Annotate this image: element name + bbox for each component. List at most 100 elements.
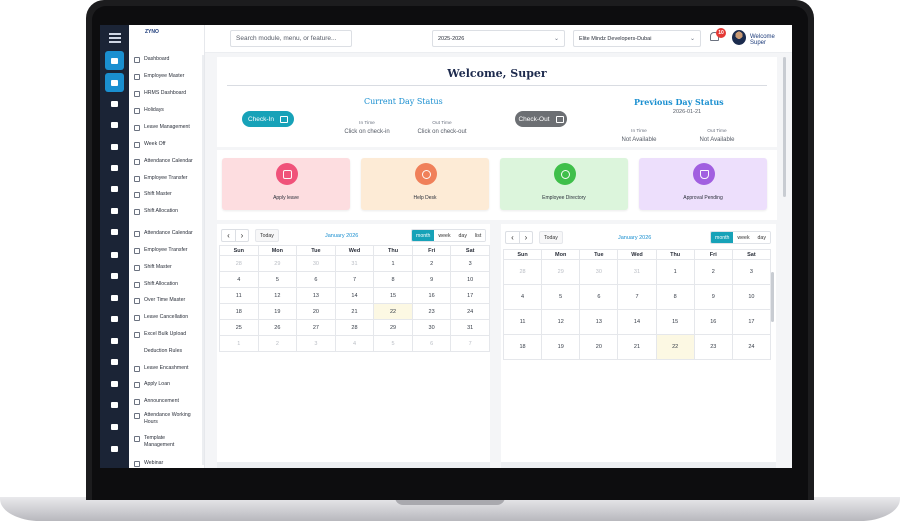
- day-cell[interactable]: 13: [579, 309, 619, 335]
- day-cell[interactable]: 4: [219, 271, 259, 288]
- day-cell[interactable]: 24: [450, 303, 490, 320]
- day-cell[interactable]: 10: [731, 284, 772, 310]
- chevron-right-icon[interactable]: ›: [519, 232, 532, 243]
- day-cell[interactable]: 24: [731, 334, 772, 360]
- chevron-right-icon[interactable]: ›: [235, 230, 248, 241]
- menu-item-attendance-calendar-2[interactable]: Attendance Calendar: [134, 230, 204, 237]
- day-cell[interactable]: 2: [257, 335, 298, 352]
- day-cell[interactable]: 18: [219, 303, 259, 320]
- menu-item-webinar[interactable]: Webinar: [134, 460, 204, 467]
- trophy-icon[interactable]: [105, 179, 124, 198]
- view-day[interactable]: day: [753, 232, 770, 243]
- book-icon-2[interactable]: [105, 158, 124, 177]
- tile-employee-directory[interactable]: Employee Directory: [500, 158, 628, 210]
- day-cell[interactable]: 28: [502, 259, 543, 285]
- day-cell[interactable]: 15: [373, 287, 413, 304]
- day-cell[interactable]: 4: [334, 335, 375, 352]
- day-cell[interactable]: 6: [296, 271, 336, 288]
- menu-item-leave-cancellation[interactable]: Leave Cancellation: [134, 314, 204, 321]
- day-cell[interactable]: 19: [257, 303, 298, 320]
- day-cell[interactable]: 18: [502, 334, 543, 360]
- menu-item-over-time-master[interactable]: Over Time Master: [134, 297, 204, 304]
- tile-help-desk[interactable]: Help Desk: [361, 158, 489, 210]
- menu-item-employee-transfer-2[interactable]: Employee Transfer: [134, 247, 204, 254]
- day-cell[interactable]: 19: [541, 334, 581, 360]
- day-cell[interactable]: 5: [373, 335, 413, 352]
- day-cell-today[interactable]: 22: [655, 334, 695, 360]
- menu-item-template-management[interactable]: Template Management: [134, 435, 194, 449]
- day-cell[interactable]: 13: [296, 287, 336, 304]
- day-cell[interactable]: 31: [334, 255, 375, 272]
- transfer-icon[interactable]: [105, 115, 124, 134]
- day-cell[interactable]: 8: [655, 284, 695, 310]
- menu-item-shift-allocation-2[interactable]: Shift Allocation: [134, 281, 204, 288]
- day-cell[interactable]: 17: [731, 309, 772, 335]
- day-cell[interactable]: 29: [373, 319, 413, 336]
- day-cell[interactable]: 27: [296, 319, 336, 336]
- view-week[interactable]: week: [733, 232, 754, 243]
- day-cell[interactable]: 28: [219, 255, 259, 272]
- check-out-button[interactable]: Check-Out: [515, 111, 567, 127]
- team-icon[interactable]: [105, 439, 124, 458]
- menu-item-deduction-rules[interactable]: Deduction Rules: [144, 348, 183, 354]
- day-cell[interactable]: 23: [693, 334, 733, 360]
- menu-item-leave-encashment[interactable]: Leave Encashment: [134, 365, 204, 372]
- day-cell[interactable]: 12: [257, 287, 298, 304]
- menu-item-employee-transfer[interactable]: Employee Transfer: [134, 175, 204, 182]
- view-list[interactable]: list: [470, 230, 486, 241]
- menu-item-employee-master[interactable]: Employee Master: [134, 73, 204, 80]
- day-cell[interactable]: 30: [579, 259, 619, 285]
- menu-item-announcement[interactable]: Announcement: [134, 398, 204, 405]
- day-cell[interactable]: 11: [219, 287, 259, 304]
- day-cell[interactable]: 5: [257, 271, 298, 288]
- home-icon[interactable]: [105, 51, 124, 70]
- day-cell[interactable]: 3: [450, 255, 490, 272]
- today-button[interactable]: Today: [539, 231, 563, 244]
- tile-apply-leave[interactable]: Apply leave: [222, 158, 350, 210]
- calendar-icon[interactable]: [105, 352, 124, 371]
- day-cell[interactable]: 9: [411, 271, 452, 288]
- day-cell[interactable]: 1: [219, 335, 259, 352]
- day-cell[interactable]: 14: [617, 309, 657, 335]
- menu-item-shift-master[interactable]: Shift Master: [134, 191, 204, 198]
- day-cell[interactable]: 20: [296, 303, 336, 320]
- menu-item-attendance-calendar[interactable]: Attendance Calendar: [134, 158, 204, 165]
- day-cell[interactable]: 21: [617, 334, 657, 360]
- day-cell-today[interactable]: 22: [373, 303, 413, 320]
- chevron-left-icon[interactable]: ‹: [227, 231, 230, 240]
- day-cell[interactable]: 7: [450, 335, 490, 352]
- day-cell[interactable]: 12: [541, 309, 581, 335]
- day-cell[interactable]: 31: [450, 319, 490, 336]
- menu-item-dashboard[interactable]: Dashboard: [134, 56, 204, 63]
- view-month[interactable]: month: [412, 230, 435, 241]
- day-cell[interactable]: 3: [296, 335, 336, 352]
- day-cell[interactable]: 2: [693, 259, 733, 285]
- day-cell[interactable]: 17: [450, 287, 490, 304]
- menu-item-apply-loan[interactable]: Apply Loan: [134, 381, 204, 388]
- check-in-button[interactable]: Check-In: [242, 111, 294, 127]
- book-icon-3[interactable]: [105, 222, 124, 241]
- user-welcome[interactable]: Welcome Super: [750, 34, 775, 46]
- document-icon[interactable]: [105, 201, 124, 220]
- day-cell[interactable]: 9: [693, 284, 733, 310]
- day-cell[interactable]: 3: [731, 259, 772, 285]
- day-cell[interactable]: 20: [579, 334, 619, 360]
- search-input[interactable]: Search module, menu, or feature...: [230, 30, 352, 47]
- view-week[interactable]: week: [434, 230, 455, 241]
- day-cell[interactable]: 30: [296, 255, 336, 272]
- day-cell[interactable]: 6: [411, 335, 452, 352]
- view-month[interactable]: month: [711, 232, 734, 243]
- avatar[interactable]: [732, 30, 746, 45]
- day-cell[interactable]: 1: [373, 255, 413, 272]
- day-cell[interactable]: 6: [579, 284, 619, 310]
- trophy-icon-2[interactable]: [105, 288, 124, 307]
- folder-icon[interactable]: [105, 374, 124, 393]
- menu-item-excel-bulk-upload[interactable]: Excel Bulk Upload: [134, 331, 204, 338]
- view-day[interactable]: day: [454, 230, 471, 241]
- document-icon-2[interactable]: [105, 245, 124, 264]
- day-cell[interactable]: 8: [373, 271, 413, 288]
- day-cell[interactable]: 29: [257, 255, 298, 272]
- folder-icon-2[interactable]: [105, 417, 124, 436]
- day-cell[interactable]: 2: [411, 255, 452, 272]
- day-cell[interactable]: 4: [502, 284, 543, 310]
